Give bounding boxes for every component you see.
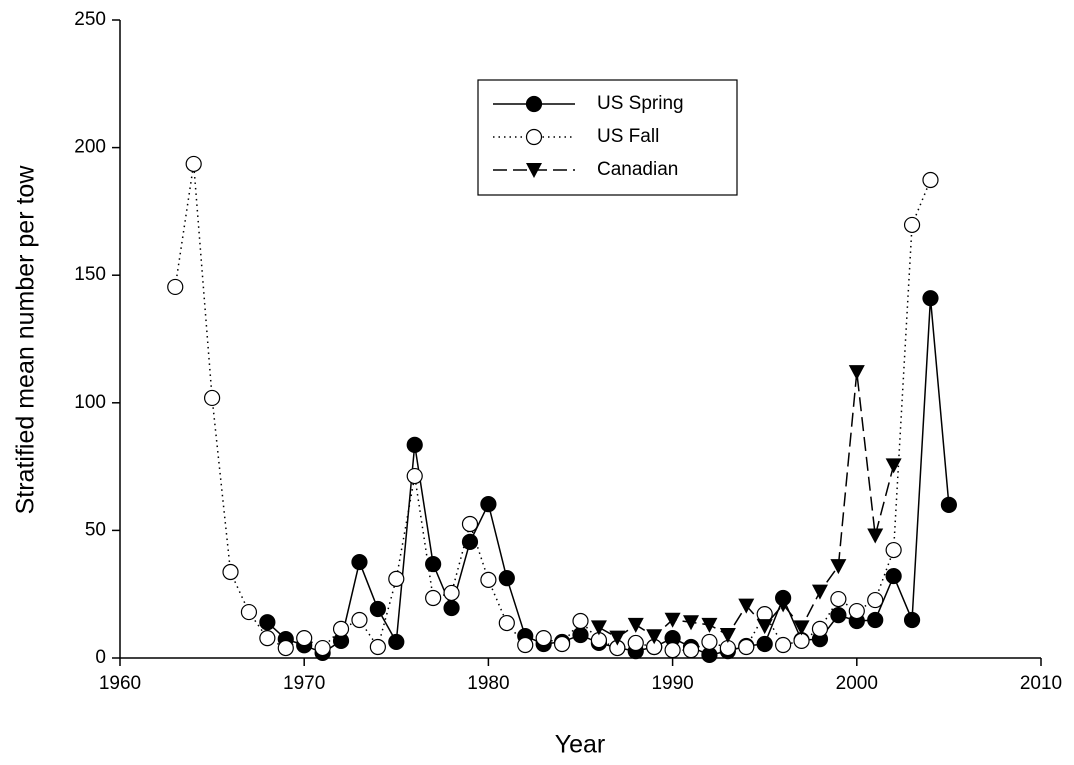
x-tick-label: 2010 xyxy=(1020,673,1062,694)
data-point xyxy=(590,620,607,636)
data-point xyxy=(793,620,810,636)
x-tick-label: 2000 xyxy=(836,673,878,694)
data-point xyxy=(664,641,681,659)
data-point xyxy=(259,614,276,631)
data-point xyxy=(830,590,847,608)
data-point xyxy=(498,570,515,587)
data-point xyxy=(627,617,644,633)
data-point xyxy=(480,496,497,513)
y-tick-label: 100 xyxy=(74,392,106,413)
data-point xyxy=(461,515,479,533)
data-point xyxy=(719,628,736,644)
data-point xyxy=(664,612,681,628)
data-point xyxy=(775,636,792,654)
data-point xyxy=(903,216,921,234)
data-point xyxy=(572,626,589,644)
legend-marker xyxy=(525,128,543,146)
data-point xyxy=(922,171,939,189)
data-point xyxy=(775,597,792,613)
data-point xyxy=(369,600,386,618)
y-tick-label: 0 xyxy=(95,647,106,668)
y-tick-label: 150 xyxy=(74,264,106,285)
series-line xyxy=(598,372,895,639)
data-point xyxy=(793,632,810,650)
data-point xyxy=(609,630,626,646)
data-point xyxy=(867,591,884,609)
data-point xyxy=(830,559,847,575)
data-point xyxy=(738,598,755,614)
data-point xyxy=(277,639,294,657)
x-tick-label: 1960 xyxy=(99,673,141,694)
data-point xyxy=(885,567,902,585)
data-point xyxy=(940,496,958,513)
data-point xyxy=(683,615,700,631)
x-tick-label: 1990 xyxy=(651,673,693,694)
data-point xyxy=(830,607,847,624)
data-point xyxy=(222,563,239,581)
data-point xyxy=(240,603,258,621)
data-point xyxy=(498,614,515,632)
data-point xyxy=(296,629,313,647)
legend-marker xyxy=(525,95,543,113)
legend-text: Canadian xyxy=(597,159,678,180)
data-point xyxy=(351,611,368,629)
data-point xyxy=(885,541,902,559)
data-point xyxy=(903,611,921,629)
legend-marker xyxy=(526,163,542,178)
data-point xyxy=(922,290,939,307)
data-point xyxy=(867,611,884,629)
data-point xyxy=(535,629,552,647)
y-tick-label: 250 xyxy=(74,9,106,30)
data-point xyxy=(738,638,755,656)
y-tick-label: 50 xyxy=(85,519,106,540)
data-point xyxy=(848,365,865,381)
legend-text: US Spring xyxy=(597,93,684,114)
x-tick-label: 1970 xyxy=(283,673,325,694)
data-point xyxy=(701,633,718,651)
data-point xyxy=(443,584,460,602)
x-axis-label: Year xyxy=(555,731,606,759)
data-point xyxy=(811,584,828,600)
data-point xyxy=(425,555,442,573)
data-point xyxy=(388,633,405,651)
data-point xyxy=(388,570,405,587)
data-point xyxy=(425,589,442,607)
data-point xyxy=(369,638,386,656)
data-point xyxy=(885,458,902,474)
data-point xyxy=(572,612,589,630)
series-line xyxy=(174,163,932,651)
data-point xyxy=(461,533,479,550)
data-point xyxy=(756,619,773,635)
data-point xyxy=(867,528,884,544)
data-point xyxy=(480,571,497,589)
data-point xyxy=(259,629,276,647)
data-point xyxy=(406,467,423,485)
data-point xyxy=(756,635,773,653)
y-tick-label: 200 xyxy=(74,137,106,158)
data-point xyxy=(627,634,644,652)
legend-text: US Fall xyxy=(597,126,659,147)
data-point xyxy=(185,155,202,173)
y-axis-label: Stratified mean number per tow xyxy=(12,165,40,515)
data-point xyxy=(701,617,718,633)
data-point xyxy=(204,389,221,407)
data-point xyxy=(167,278,184,296)
data-point xyxy=(517,636,534,654)
data-point xyxy=(682,641,700,659)
x-tick-label: 1980 xyxy=(467,673,509,694)
data-point xyxy=(351,553,368,571)
data-point xyxy=(553,635,571,653)
data-point xyxy=(332,620,350,638)
data-point xyxy=(406,436,423,454)
data-point xyxy=(646,629,663,645)
data-point xyxy=(314,639,331,657)
data-point xyxy=(811,620,829,638)
data-point xyxy=(848,602,865,620)
data-point xyxy=(443,599,460,617)
